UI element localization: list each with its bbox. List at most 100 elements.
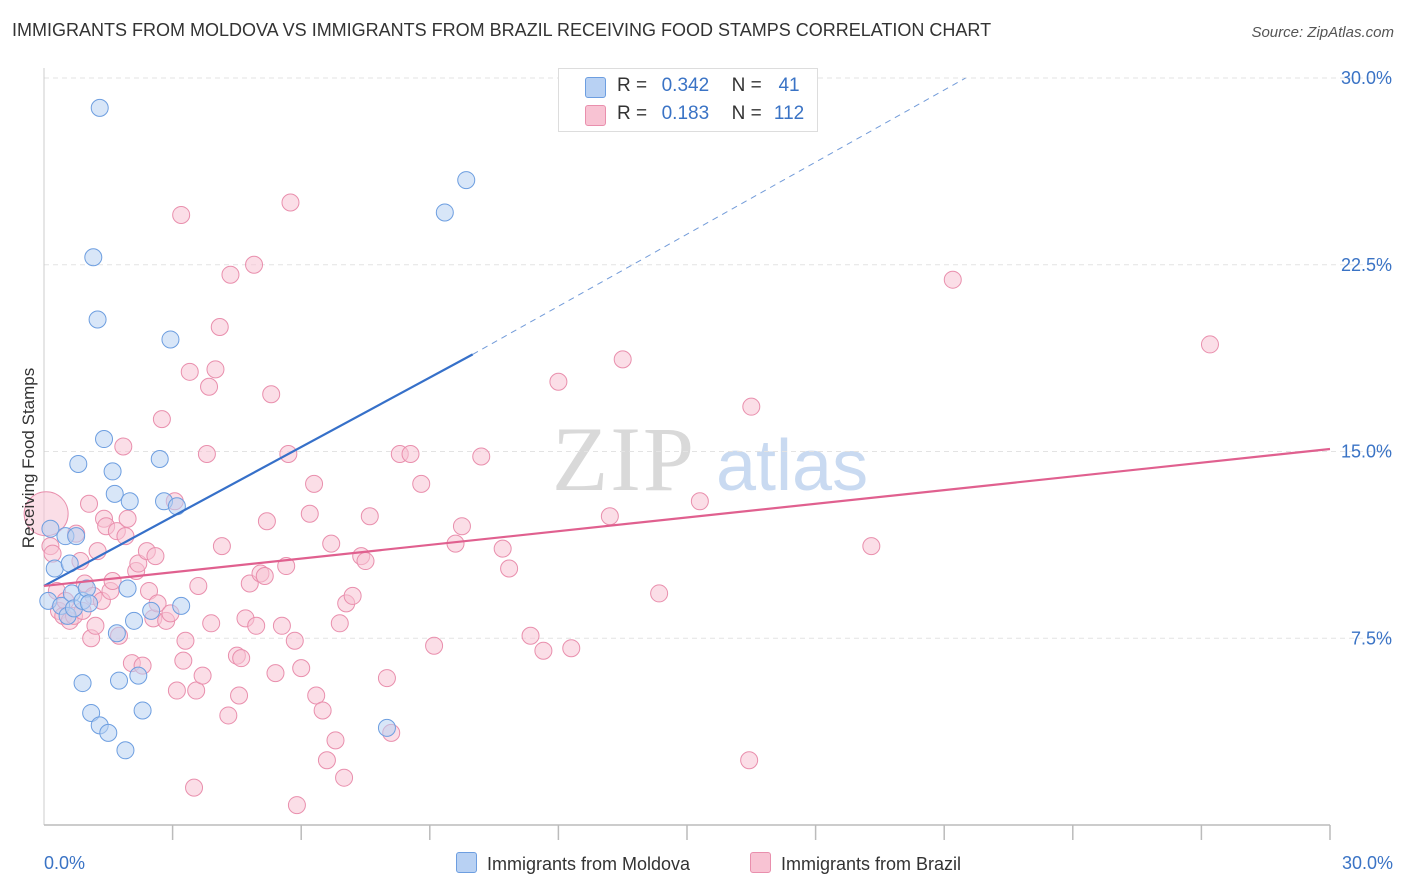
moldova-point [103,462,122,481]
brazil-point [129,554,148,573]
brazil-point [230,686,249,705]
watermark-zip: ZIP [552,408,696,510]
moldova-point [105,484,124,503]
brazil-point [600,507,619,526]
brazil-point [562,639,581,658]
brazil-point [255,567,274,585]
brazil-point [245,255,264,274]
x-tick-label: 30.0% [1342,853,1393,873]
brazil-point [202,614,221,633]
moldova-point [69,454,88,473]
brazil-point [356,552,375,571]
y-tick-label: 15.0% [1341,442,1392,462]
brazil-point [187,681,206,700]
legend-r-label: R = [617,75,648,96]
moldova-point [116,741,135,760]
brazil-point [262,385,281,404]
y-tick-label: 22.5% [1341,255,1392,275]
brazil-point [193,666,212,685]
moldova-point [133,701,152,720]
brazil-point [219,706,238,725]
brazil-point [176,631,195,650]
brazil-point [472,447,491,466]
brazil-point [343,586,362,605]
brazil-point [118,509,137,528]
brazil-point [206,360,225,379]
brazil-point [862,537,881,556]
bottom-legend-label-moldova: Immigrants from Moldova [487,854,691,874]
brazil-point [212,537,231,556]
brazil-point [690,492,709,511]
brazil-point [650,584,669,603]
brazil-point [210,318,229,336]
bottom-legend-brazil: Immigrants from Brazil [750,852,961,875]
moldova-point [377,718,396,737]
brazil-point [43,544,62,563]
brazil-point [292,659,311,678]
brazil-point [172,205,191,224]
brazil-point [272,616,291,635]
brazil-point [103,571,122,590]
brazil-point [189,576,208,595]
moldova-point [41,519,60,538]
brazil-point [326,731,345,750]
brazil-point [360,507,379,526]
brazil-point [425,636,444,655]
brazil-point [742,397,761,416]
y-tick-label: 7.5% [1351,628,1392,648]
moldova-point [67,527,86,546]
source-label: Source: ZipAtlas.com [1251,24,1394,41]
brazil-point [317,751,336,770]
moldova-point [129,666,148,685]
moldova-point [80,594,99,613]
brazil-point [114,437,133,456]
brazil-point [180,362,199,381]
moldova-point [167,497,186,516]
watermark-atlas: atlas [716,426,868,506]
brazil-point [232,649,251,668]
legend-swatch-moldova [585,77,606,98]
brazil-point [452,517,471,536]
brazil-point [377,669,396,688]
legend-n-label: N = [731,103,762,124]
legend-r-brazil: 0.183 [661,103,710,124]
moldova-point [142,601,161,620]
moldova-point [110,671,129,690]
brazil-point [257,512,276,531]
legend-r-label: R = [617,103,648,124]
brazil-point [221,265,240,284]
brazil-point [152,410,171,429]
moldova-point [107,624,126,643]
bottom-legend-swatch-moldova [456,852,477,873]
moldova-point [125,611,144,630]
brazil-point [1200,335,1219,354]
brazil-point [500,559,519,578]
moldova-point [95,430,114,449]
brazil-point [167,681,186,700]
brazil-point [287,796,306,815]
brazil-point [401,444,420,463]
moldova-point [82,703,101,722]
correlation-legend: R = 0.342 N = 41 R = 0.183 N = 112 [558,68,818,132]
brazil-point [174,651,193,670]
moldova-trend-line [43,353,474,587]
brazil-point [185,778,204,797]
bottom-legend-label-brazil: Immigrants from Brazil [781,854,962,874]
moldova-point [45,559,64,578]
legend-n-brazil: 112 [773,103,805,124]
brazil-point [305,474,324,493]
brazil-point [335,768,354,787]
brazil-point [247,616,266,635]
brazil-point [86,616,105,635]
bottom-legend-swatch-brazil [750,852,771,873]
moldova-point [118,579,137,598]
brazil-point [80,494,99,513]
brazil-point [197,444,216,463]
brazil-point [200,377,219,396]
brazil-point [613,350,632,369]
brazil-point [281,193,300,212]
y-axis-label: Receiving Food Stamps [19,368,38,548]
y-tick-label: 30.0% [1341,68,1392,88]
legend-n-moldova: 41 [778,75,800,96]
